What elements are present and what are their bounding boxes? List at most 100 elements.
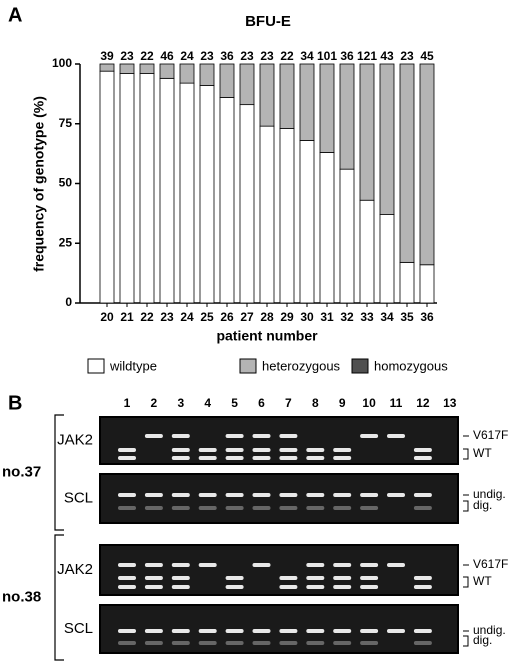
count-label: 24 — [180, 49, 194, 63]
gel-band — [198, 456, 217, 460]
gel-band — [306, 506, 325, 510]
gel-band — [225, 456, 244, 460]
marker-label: WT — [473, 574, 492, 588]
marker-label: V617F — [473, 428, 508, 442]
gel-band — [144, 506, 163, 510]
y-tick-label: 50 — [59, 176, 73, 190]
x-tick-label: 24 — [180, 310, 194, 324]
gel-band — [333, 629, 352, 633]
gel-band — [279, 434, 298, 438]
bar-segment — [159, 63, 175, 79]
gel-band — [225, 448, 244, 452]
marker-bracket — [463, 500, 469, 512]
gel-band — [413, 448, 432, 452]
gel-band — [413, 641, 432, 645]
legend-swatch — [87, 358, 105, 374]
gel-band — [360, 493, 379, 497]
gel-band — [387, 563, 405, 567]
bar-segment — [159, 77, 175, 304]
gel-band — [144, 629, 163, 633]
gel-band — [333, 493, 352, 497]
x-tick-label: 36 — [420, 310, 434, 324]
gel-band — [252, 506, 271, 510]
gel-band — [171, 456, 190, 460]
gel-band — [360, 585, 379, 589]
legend-label: homozygous — [374, 358, 448, 373]
x-tick-label: 23 — [160, 310, 174, 324]
gel-band — [306, 585, 325, 589]
gel-band — [360, 629, 379, 633]
lane-label: 13 — [443, 396, 457, 410]
gel-band — [225, 506, 244, 510]
count-label: 23 — [120, 49, 134, 63]
gel-band — [198, 641, 217, 645]
gel-band — [171, 563, 190, 567]
gel-band — [225, 585, 244, 589]
gel-band — [387, 629, 405, 633]
count-label: 34 — [300, 49, 314, 63]
gel-band — [198, 448, 217, 452]
x-tick-label: 30 — [300, 310, 314, 324]
bar-segment — [139, 73, 155, 304]
gel-band — [413, 576, 432, 580]
bar-segment — [359, 199, 375, 304]
gel-band — [333, 448, 352, 452]
gel-band — [252, 434, 271, 438]
marker-label: undig. — [473, 487, 506, 501]
gel-band — [360, 434, 379, 438]
bar-segment — [399, 261, 415, 304]
sample-bracket — [54, 414, 64, 531]
bar-segment — [119, 63, 135, 74]
bar-segment — [299, 63, 315, 141]
y-tick-label: 100 — [52, 56, 72, 70]
gene-label: JAK2 — [57, 431, 93, 448]
x-tick-label: 29 — [280, 310, 294, 324]
bar-segment — [379, 214, 395, 304]
gel-band — [225, 576, 244, 580]
marker-label: V617F — [473, 557, 508, 571]
gel-band — [171, 506, 190, 510]
x-tick-label: 34 — [380, 310, 394, 324]
gel-band — [225, 629, 244, 633]
count-label: 101 — [317, 49, 337, 63]
gel-band — [171, 629, 190, 633]
marker-label: undig. — [473, 623, 506, 637]
gel-band — [413, 506, 432, 510]
lane-label: 10 — [362, 396, 376, 410]
count-label: 22 — [280, 49, 294, 63]
bar-segment — [259, 63, 275, 127]
legend-swatch — [239, 358, 257, 374]
gene-label: SCL — [64, 489, 93, 506]
bar-segment — [359, 63, 375, 201]
count-label: 43 — [380, 49, 394, 63]
gel-band — [198, 506, 217, 510]
bar-segment — [199, 85, 215, 304]
count-label: 23 — [260, 49, 274, 63]
x-tick-label: 33 — [360, 310, 374, 324]
gel-band — [333, 456, 352, 460]
x-tick-label: 20 — [100, 310, 114, 324]
x-tick-label: 35 — [400, 310, 414, 324]
sample-bracket — [54, 534, 64, 661]
bar-segment — [279, 63, 295, 129]
y-tick-label: 75 — [59, 116, 73, 130]
gel-band — [387, 434, 405, 438]
x-tick-label: 27 — [240, 310, 254, 324]
gel-band — [333, 576, 352, 580]
chart-title: BFU-E — [245, 13, 291, 30]
lane-label: 1 — [124, 396, 131, 410]
gel-band — [306, 576, 325, 580]
marker-bracket — [463, 576, 469, 588]
gel-band — [279, 448, 298, 452]
gel-band — [333, 506, 352, 510]
gel-band — [118, 585, 136, 589]
bar-segment — [99, 70, 115, 304]
gel-band — [333, 641, 352, 645]
bar-segment — [419, 264, 435, 304]
gene-label: JAK2 — [57, 561, 93, 578]
gel-band — [118, 493, 136, 497]
count-label: 36 — [340, 49, 354, 63]
gel-band — [306, 641, 325, 645]
x-tick-label: 21 — [120, 310, 134, 324]
gel-band — [279, 585, 298, 589]
